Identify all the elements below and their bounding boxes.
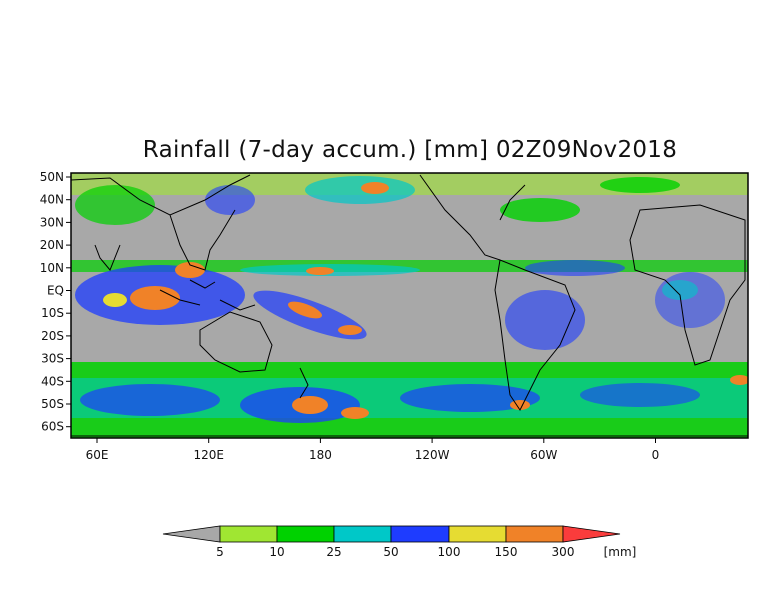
longitude-label: 180 — [309, 448, 332, 462]
coastline-new-zealand — [299, 367, 309, 399]
latitude-axis: 50N 40N 30N 20N 10N EQ 10S 20S 30S 40S 50S 60S — [40, 170, 71, 434]
latitude-label: EQ — [47, 284, 64, 298]
longitude-axis: 60E 120E 180 120W 60W 0 — [86, 438, 660, 462]
latitude-label: 20S — [41, 329, 64, 343]
coastline-south-america — [494, 259, 576, 411]
latitude-label: 50S — [41, 397, 64, 411]
latitude-label: 30N — [40, 215, 64, 229]
colorbar-swatch — [162, 525, 221, 543]
latitude-label: 30S — [41, 352, 64, 366]
longitude-label: 120W — [415, 448, 450, 462]
coastline-maritime-continent — [159, 279, 256, 311]
map-panel: 50N 40N 30N 20N 10N EQ 10S 20S 30S 40S 50S 60S 60E 1… — [40, 170, 749, 462]
colorbar-swatch — [505, 525, 564, 543]
coastline-north-america — [419, 174, 526, 261]
latitude-label: 50N — [40, 170, 64, 184]
colorbar-swatch — [219, 525, 278, 543]
rainfall-field — [71, 173, 748, 438]
map-title: Rainfall (7-day accum.) [mm] 02Z09Nov201… — [142, 137, 678, 163]
colorbar-label: 150 — [495, 545, 518, 559]
longitude-label: 60W — [530, 448, 557, 462]
colorbar-legend: 5 10 25 50 100 150 300 [mm] — [162, 525, 637, 559]
colorbar-swatch — [333, 525, 392, 543]
colorbar-swatch — [562, 525, 621, 543]
coastline-asia — [71, 174, 251, 271]
colorbar-label: 10 — [269, 545, 284, 559]
latitude-label: 10N — [40, 261, 64, 275]
colorbar-swatch — [390, 525, 450, 543]
colorbar-swatch — [276, 525, 335, 543]
coastline-australia — [199, 311, 273, 373]
latitude-label: 60S — [41, 420, 64, 434]
colorbar-swatch — [448, 525, 507, 543]
latitude-label: 40S — [41, 374, 64, 388]
colorbar-unit: [mm] — [604, 545, 637, 559]
coastlines — [71, 174, 748, 437]
map-frame — [70, 172, 749, 439]
longitude-label: 0 — [652, 448, 660, 462]
colorbar-label: 50 — [383, 545, 398, 559]
latitude-label: 10S — [41, 306, 64, 320]
longitude-label: 60E — [86, 448, 109, 462]
colorbar-label: 5 — [216, 545, 224, 559]
longitude-label: 120E — [193, 448, 224, 462]
coastline-africa — [629, 204, 746, 366]
latitude-label: 20N — [40, 238, 64, 252]
colorbar-label: 300 — [552, 545, 575, 559]
latitude-label: 40N — [40, 193, 64, 207]
colorbar-label: 25 — [326, 545, 341, 559]
colorbar-label: 100 — [438, 545, 461, 559]
